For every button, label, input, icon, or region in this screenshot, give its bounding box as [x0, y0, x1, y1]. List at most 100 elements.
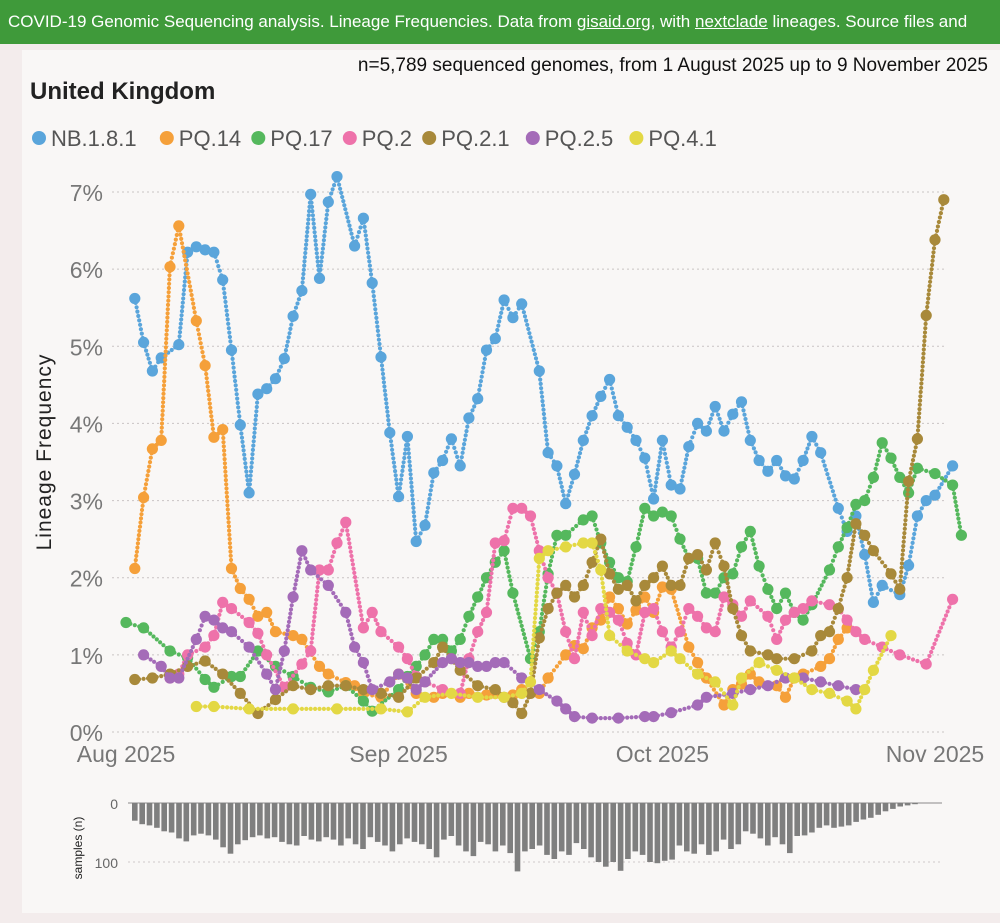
data-point — [648, 510, 660, 522]
line-dot — [541, 598, 547, 603]
line-dot — [180, 304, 185, 309]
line-dot — [479, 621, 484, 627]
line-dot — [660, 712, 665, 717]
line-dot — [916, 419, 921, 424]
line-dot — [189, 648, 194, 654]
line-dot — [286, 624, 291, 629]
line-dot — [412, 704, 417, 709]
sample-bar — [868, 803, 874, 818]
line-dot — [482, 356, 487, 362]
nextclade-link[interactable]: nextclade — [694, 12, 768, 31]
sample-bar — [514, 803, 521, 872]
data-point — [656, 560, 669, 572]
line-dot — [677, 616, 683, 621]
legend-item-NB.1.8.1[interactable]: NB.1.8.1 — [32, 126, 137, 151]
line-dot — [542, 619, 547, 624]
line-dot — [137, 318, 142, 323]
line-dot — [194, 648, 199, 654]
line-dot — [903, 518, 908, 523]
line-dot — [318, 267, 323, 272]
line-dot — [254, 404, 259, 410]
line-dot — [521, 310, 527, 315]
line-dot — [304, 238, 309, 243]
legend-item-PQ.2[interactable]: PQ.2 — [342, 126, 412, 151]
line-dot — [629, 562, 634, 567]
sample-bar — [823, 803, 830, 826]
line-dot — [836, 695, 841, 700]
sample-bar — [831, 803, 837, 828]
legend-item-PQ.2.5[interactable]: PQ.2.5 — [525, 126, 613, 151]
line-dot — [286, 335, 291, 340]
line-dot — [223, 469, 228, 474]
line-dot — [621, 631, 626, 637]
legend-item-PQ.17[interactable]: PQ.17 — [251, 126, 333, 151]
sample-bar — [661, 803, 668, 861]
line-dot — [225, 317, 230, 322]
line-dot — [543, 566, 548, 571]
line-dot — [210, 426, 215, 431]
line-dot — [221, 286, 226, 291]
data-point — [665, 579, 677, 592]
sample-bar — [389, 803, 396, 852]
line-dot — [388, 439, 394, 444]
line-dot — [285, 628, 290, 633]
line-dot — [717, 693, 722, 698]
legend-item-PQ.4.1[interactable]: PQ.4.1 — [629, 126, 717, 151]
line-dot — [636, 640, 641, 645]
data-point — [753, 657, 765, 669]
line-dot — [491, 558, 496, 563]
line-dot — [178, 325, 183, 330]
data-point — [621, 421, 633, 433]
line-dot — [639, 627, 644, 632]
line-dot — [535, 539, 540, 545]
line-dot — [294, 578, 299, 583]
line-dot — [269, 679, 274, 685]
line-dot — [528, 335, 533, 340]
data-point — [401, 430, 413, 443]
line-dot — [728, 593, 733, 598]
line-dot — [161, 396, 166, 401]
data-point — [692, 549, 704, 561]
line-dot — [561, 493, 566, 498]
line-dot — [919, 381, 924, 386]
line-dot — [866, 679, 871, 685]
line-dot — [809, 677, 815, 683]
line-dot — [865, 569, 870, 575]
line-dot — [496, 323, 501, 328]
line-dot — [911, 536, 916, 541]
data-point — [832, 680, 844, 692]
data-point — [190, 700, 202, 713]
line-dot — [355, 234, 360, 239]
data-point — [489, 333, 501, 345]
line-dot — [532, 615, 538, 621]
sample-bar — [205, 803, 212, 836]
legend-label: NB.1.8.1 — [51, 126, 137, 151]
line-dot — [356, 596, 361, 601]
line-dot — [908, 549, 914, 555]
line-dot — [666, 469, 671, 474]
line-dot — [152, 659, 157, 664]
y-tick-label: 6% — [70, 257, 103, 283]
data-point — [779, 691, 792, 703]
line-dot — [468, 677, 473, 682]
data-point — [305, 188, 317, 200]
line-dot — [743, 606, 749, 611]
line-dot — [662, 451, 668, 456]
gisaid-link[interactable]: gisaid.org — [576, 12, 651, 31]
data-point — [357, 695, 369, 707]
line-dot — [134, 553, 139, 559]
banner-text-3: lineages. Source files and — [767, 12, 968, 31]
line-dot — [536, 569, 541, 574]
data-point — [955, 529, 968, 541]
line-dot — [409, 484, 414, 489]
line-dot — [533, 607, 538, 612]
line-dot — [769, 594, 774, 600]
data-point — [551, 695, 563, 707]
data-point — [340, 680, 352, 692]
line-dot — [558, 480, 563, 485]
data-point — [190, 633, 202, 646]
data-point — [454, 633, 466, 646]
legend-item-PQ.14[interactable]: PQ.14 — [159, 126, 241, 151]
sample-bar — [404, 803, 410, 839]
legend-item-PQ.2.1[interactable]: PQ.2.1 — [422, 126, 510, 151]
